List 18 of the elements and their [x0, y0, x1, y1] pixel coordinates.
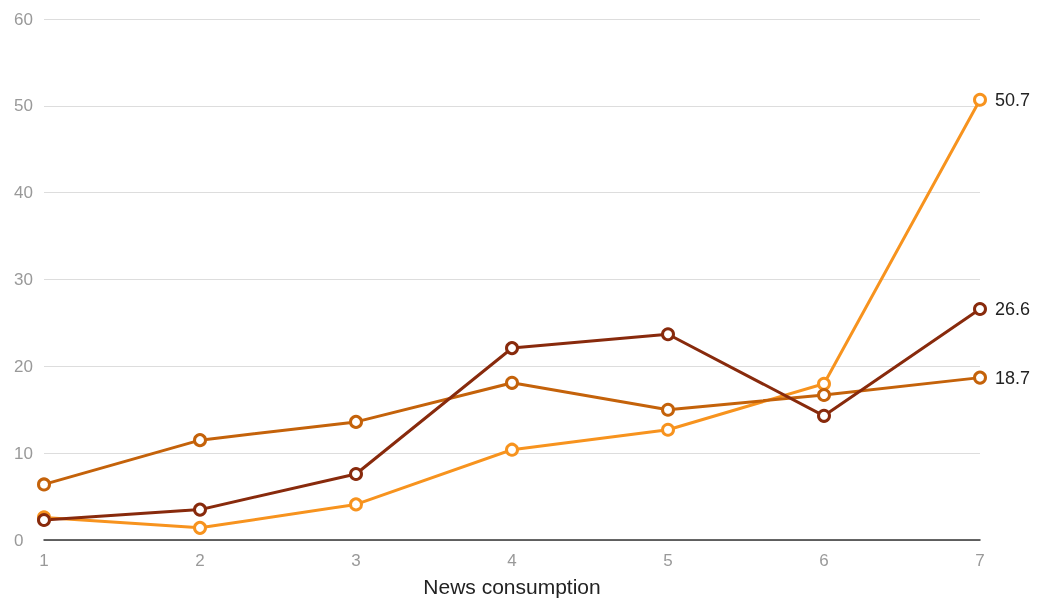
y-tick-label: 20 — [14, 356, 33, 376]
x-tick-label: 3 — [351, 551, 361, 570]
x-tick-label: 5 — [663, 551, 673, 570]
y-tick-label: 60 — [14, 9, 33, 29]
x-tick-label: 2 — [195, 551, 205, 570]
data-label: 50.7 — [995, 89, 1031, 110]
x-tick-label: 7 — [975, 551, 985, 570]
data-label: 18.7 — [995, 367, 1031, 388]
y-tick-label: 10 — [14, 443, 33, 463]
x-tick-label: 1 — [39, 551, 49, 570]
y-tick-label: 0 — [14, 530, 24, 550]
y-tick-label: 30 — [14, 270, 33, 289]
x-tick-label: 4 — [507, 551, 517, 570]
y-tick-label: 50 — [14, 96, 33, 116]
x-axis-title: News consumption — [423, 575, 601, 598]
x-tick-label: 6 — [819, 551, 829, 570]
data-label: 26.6 — [995, 299, 1031, 320]
y-tick-label: 40 — [14, 183, 33, 203]
